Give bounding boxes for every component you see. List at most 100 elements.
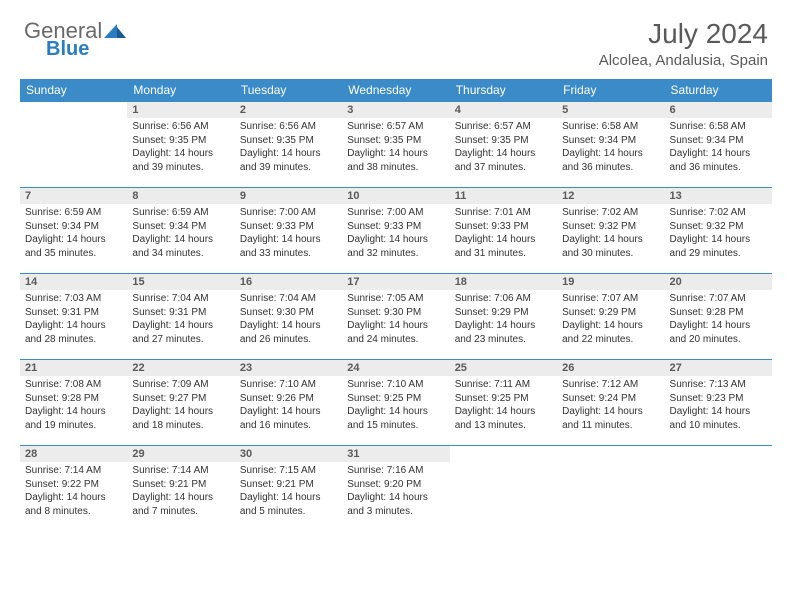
calendar-week-row: 28 Sunrise: 7:14 AM Sunset: 9:22 PM Dayligh… (20, 446, 772, 532)
day-details: Sunrise: 7:08 AMSunset: 9:28 PMDaylight:… (20, 376, 127, 436)
day-number: 3 (342, 102, 449, 118)
sunset-line: Sunset: 9:32 PM (670, 221, 744, 232)
day-details: Sunrise: 6:59 AMSunset: 9:34 PMDaylight:… (127, 204, 234, 264)
day-details: Sunrise: 7:15 AMSunset: 9:21 PMDaylight:… (235, 462, 342, 522)
daylight-line: Daylight: 14 hours and 39 minutes. (240, 148, 321, 173)
day-details: Sunrise: 6:57 AMSunset: 9:35 PMDaylight:… (450, 118, 557, 178)
weekday-header: Sunday (20, 79, 127, 102)
location-subtitle: Alcolea, Andalusia, Spain (599, 52, 768, 69)
sunset-line: Sunset: 9:31 PM (132, 307, 206, 318)
daylight-line: Daylight: 14 hours and 23 minutes. (455, 320, 536, 345)
sunrise-line: Sunrise: 6:56 AM (132, 121, 208, 132)
calendar-day-cell: 2Sunrise: 6:56 AMSunset: 9:35 PMDaylight… (235, 102, 342, 188)
day-number: 29 (127, 446, 234, 462)
calendar-day-cell: 5Sunrise: 6:58 AMSunset: 9:34 PMDaylight… (557, 102, 664, 188)
calendar-day-cell: 30Sunrise: 7:15 AMSunset: 9:21 PMDayligh… (235, 446, 342, 532)
daylight-line: Daylight: 14 hours and 11 minutes. (562, 406, 643, 431)
calendar-day-cell: 31Sunrise: 7:16 AMSunset: 9:20 PMDayligh… (342, 446, 449, 532)
daylight-line: Daylight: 14 hours and 3 minutes. (347, 492, 428, 517)
sunset-line: Sunset: 9:35 PM (240, 135, 314, 146)
day-number: 15 (127, 274, 234, 290)
sunset-line: Sunset: 9:27 PM (132, 393, 206, 404)
sunrise-line: Sunrise: 7:11 AM (455, 379, 530, 390)
sunrise-line: Sunrise: 6:58 AM (562, 121, 638, 132)
sunrise-line: Sunrise: 7:04 AM (240, 293, 316, 304)
calendar-table: SundayMondayTuesdayWednesdayThursdayFrid… (20, 79, 772, 532)
sunset-line: Sunset: 9:34 PM (562, 135, 636, 146)
daylight-line: Daylight: 14 hours and 13 minutes. (455, 406, 536, 431)
calendar-empty-cell (450, 446, 557, 532)
day-details: Sunrise: 7:12 AMSunset: 9:24 PMDaylight:… (557, 376, 664, 436)
calendar-empty-cell (557, 446, 664, 532)
daylight-line: Daylight: 14 hours and 31 minutes. (455, 234, 536, 259)
weekday-header: Friday (557, 79, 664, 102)
daylight-line: Daylight: 14 hours and 39 minutes. (132, 148, 213, 173)
day-details: Sunrise: 7:05 AMSunset: 9:30 PMDaylight:… (342, 290, 449, 350)
day-number: 27 (665, 360, 772, 376)
daylight-line: Daylight: 14 hours and 7 minutes. (132, 492, 213, 517)
day-number: 31 (342, 446, 449, 462)
calendar-day-cell: 23 Sunrise: 7:10 AM Sunset: 9:26 PM Dayligh… (235, 360, 342, 446)
sunrise-line: Sunrise: 7:00 AM (240, 207, 316, 218)
daylight-line: Daylight: 14 hours and 15 minutes. (347, 406, 428, 431)
sunrise-line: Sunrise: 7:02 AM (670, 207, 746, 218)
sunset-line: Sunset: 9:23 PM (670, 393, 744, 404)
daylight-line: Daylight: 14 hours and 29 minutes. (670, 234, 751, 259)
sunset-line: Sunset: 9:21 PM (132, 479, 206, 490)
daylight-line: Daylight: 14 hours and 34 minutes. (132, 234, 213, 259)
daylight-line: Daylight: 14 hours and 24 minutes. (347, 320, 428, 345)
calendar-day-cell: 13 Sunrise: 7:02 AM Sunset: 9:32 PM Dayligh… (665, 188, 772, 274)
daylight-line: Daylight: 14 hours and 32 minutes. (347, 234, 428, 259)
day-number: 22 (127, 360, 234, 376)
sunset-line: Sunset: 9:24 PM (562, 393, 636, 404)
sunrise-line: Sunrise: 7:10 AM (240, 379, 316, 390)
day-details: Sunrise: 7:02 AMSunset: 9:32 PMDaylight:… (557, 204, 664, 264)
sunrise-line: Sunrise: 6:56 AM (240, 121, 316, 132)
day-number: 25 (450, 360, 557, 376)
day-details: Sunrise: 7:02 AM Sunset: 9:32 PM Daylight:… (665, 204, 772, 264)
sunrise-line: Sunrise: 7:07 AM (562, 293, 638, 304)
sunset-line: Sunset: 9:34 PM (132, 221, 206, 232)
calendar-day-cell: 7Sunrise: 6:59 AMSunset: 9:34 PMDaylight… (20, 188, 127, 274)
sunrise-line: Sunrise: 6:58 AM (670, 121, 746, 132)
daylight-line: Daylight: 14 hours and 35 minutes. (25, 234, 106, 259)
day-details: Sunrise: 7:06 AMSunset: 9:29 PMDaylight:… (450, 290, 557, 350)
calendar-day-cell: 22 Sunrise: 7:09 AM Sunset: 9:27 PM Dayligh… (127, 360, 234, 446)
calendar-day-cell: 6Sunrise: 6:58 AMSunset: 9:34 PMDaylight… (665, 102, 772, 188)
weekday-header: Saturday (665, 79, 772, 102)
title-block: July 2024 Alcolea, Andalusia, Spain (599, 18, 768, 69)
day-number: 28 (20, 446, 127, 462)
sunrise-line: Sunrise: 7:10 AM (347, 379, 423, 390)
day-number: 23 (235, 360, 342, 376)
calendar-day-cell: 4Sunrise: 6:57 AMSunset: 9:35 PMDaylight… (450, 102, 557, 188)
day-details: Sunrise: 6:58 AMSunset: 9:34 PMDaylight:… (557, 118, 664, 178)
day-details: Sunrise: 7:07 AMSunset: 9:29 PMDaylight:… (557, 290, 664, 350)
calendar-day-cell: 29Sunrise: 7:14 AMSunset: 9:21 PMDayligh… (127, 446, 234, 532)
daylight-line: Daylight: 14 hours and 16 minutes. (240, 406, 321, 431)
sunset-line: Sunset: 9:29 PM (562, 307, 636, 318)
sunset-line: Sunset: 9:33 PM (347, 221, 421, 232)
sunset-line: Sunset: 9:22 PM (25, 479, 99, 490)
daylight-line: Daylight: 14 hours and 18 minutes. (132, 406, 213, 431)
day-number: 30 (235, 446, 342, 462)
header: General Blue July 2024 Alcolea, Andalusi… (0, 0, 792, 73)
calendar-day-cell: 16Sunrise: 7:04 AMSunset: 9:30 PMDayligh… (235, 274, 342, 360)
day-number: 13 (665, 188, 772, 204)
day-number: 20 (665, 274, 772, 290)
daylight-line: Daylight: 14 hours and 5 minutes. (240, 492, 321, 517)
day-number: 18 (450, 274, 557, 290)
logo-text-blue: Blue (46, 38, 89, 61)
day-number: 14 (20, 274, 127, 290)
sunrise-line: Sunrise: 7:08 AM (25, 379, 101, 390)
calendar-empty-cell (20, 102, 127, 188)
sunrise-line: Sunrise: 7:13 AM (670, 379, 746, 390)
calendar-empty-cell (665, 446, 772, 532)
sunset-line: Sunset: 9:26 PM (240, 393, 314, 404)
day-number: 6 (665, 102, 772, 118)
sunset-line: Sunset: 9:28 PM (25, 393, 99, 404)
sunrise-line: Sunrise: 7:14 AM (25, 465, 101, 476)
sunrise-line: Sunrise: 6:57 AM (347, 121, 423, 132)
daylight-line: Daylight: 14 hours and 8 minutes. (25, 492, 106, 517)
sunrise-line: Sunrise: 7:09 AM (132, 379, 208, 390)
sunrise-line: Sunrise: 7:04 AM (132, 293, 208, 304)
